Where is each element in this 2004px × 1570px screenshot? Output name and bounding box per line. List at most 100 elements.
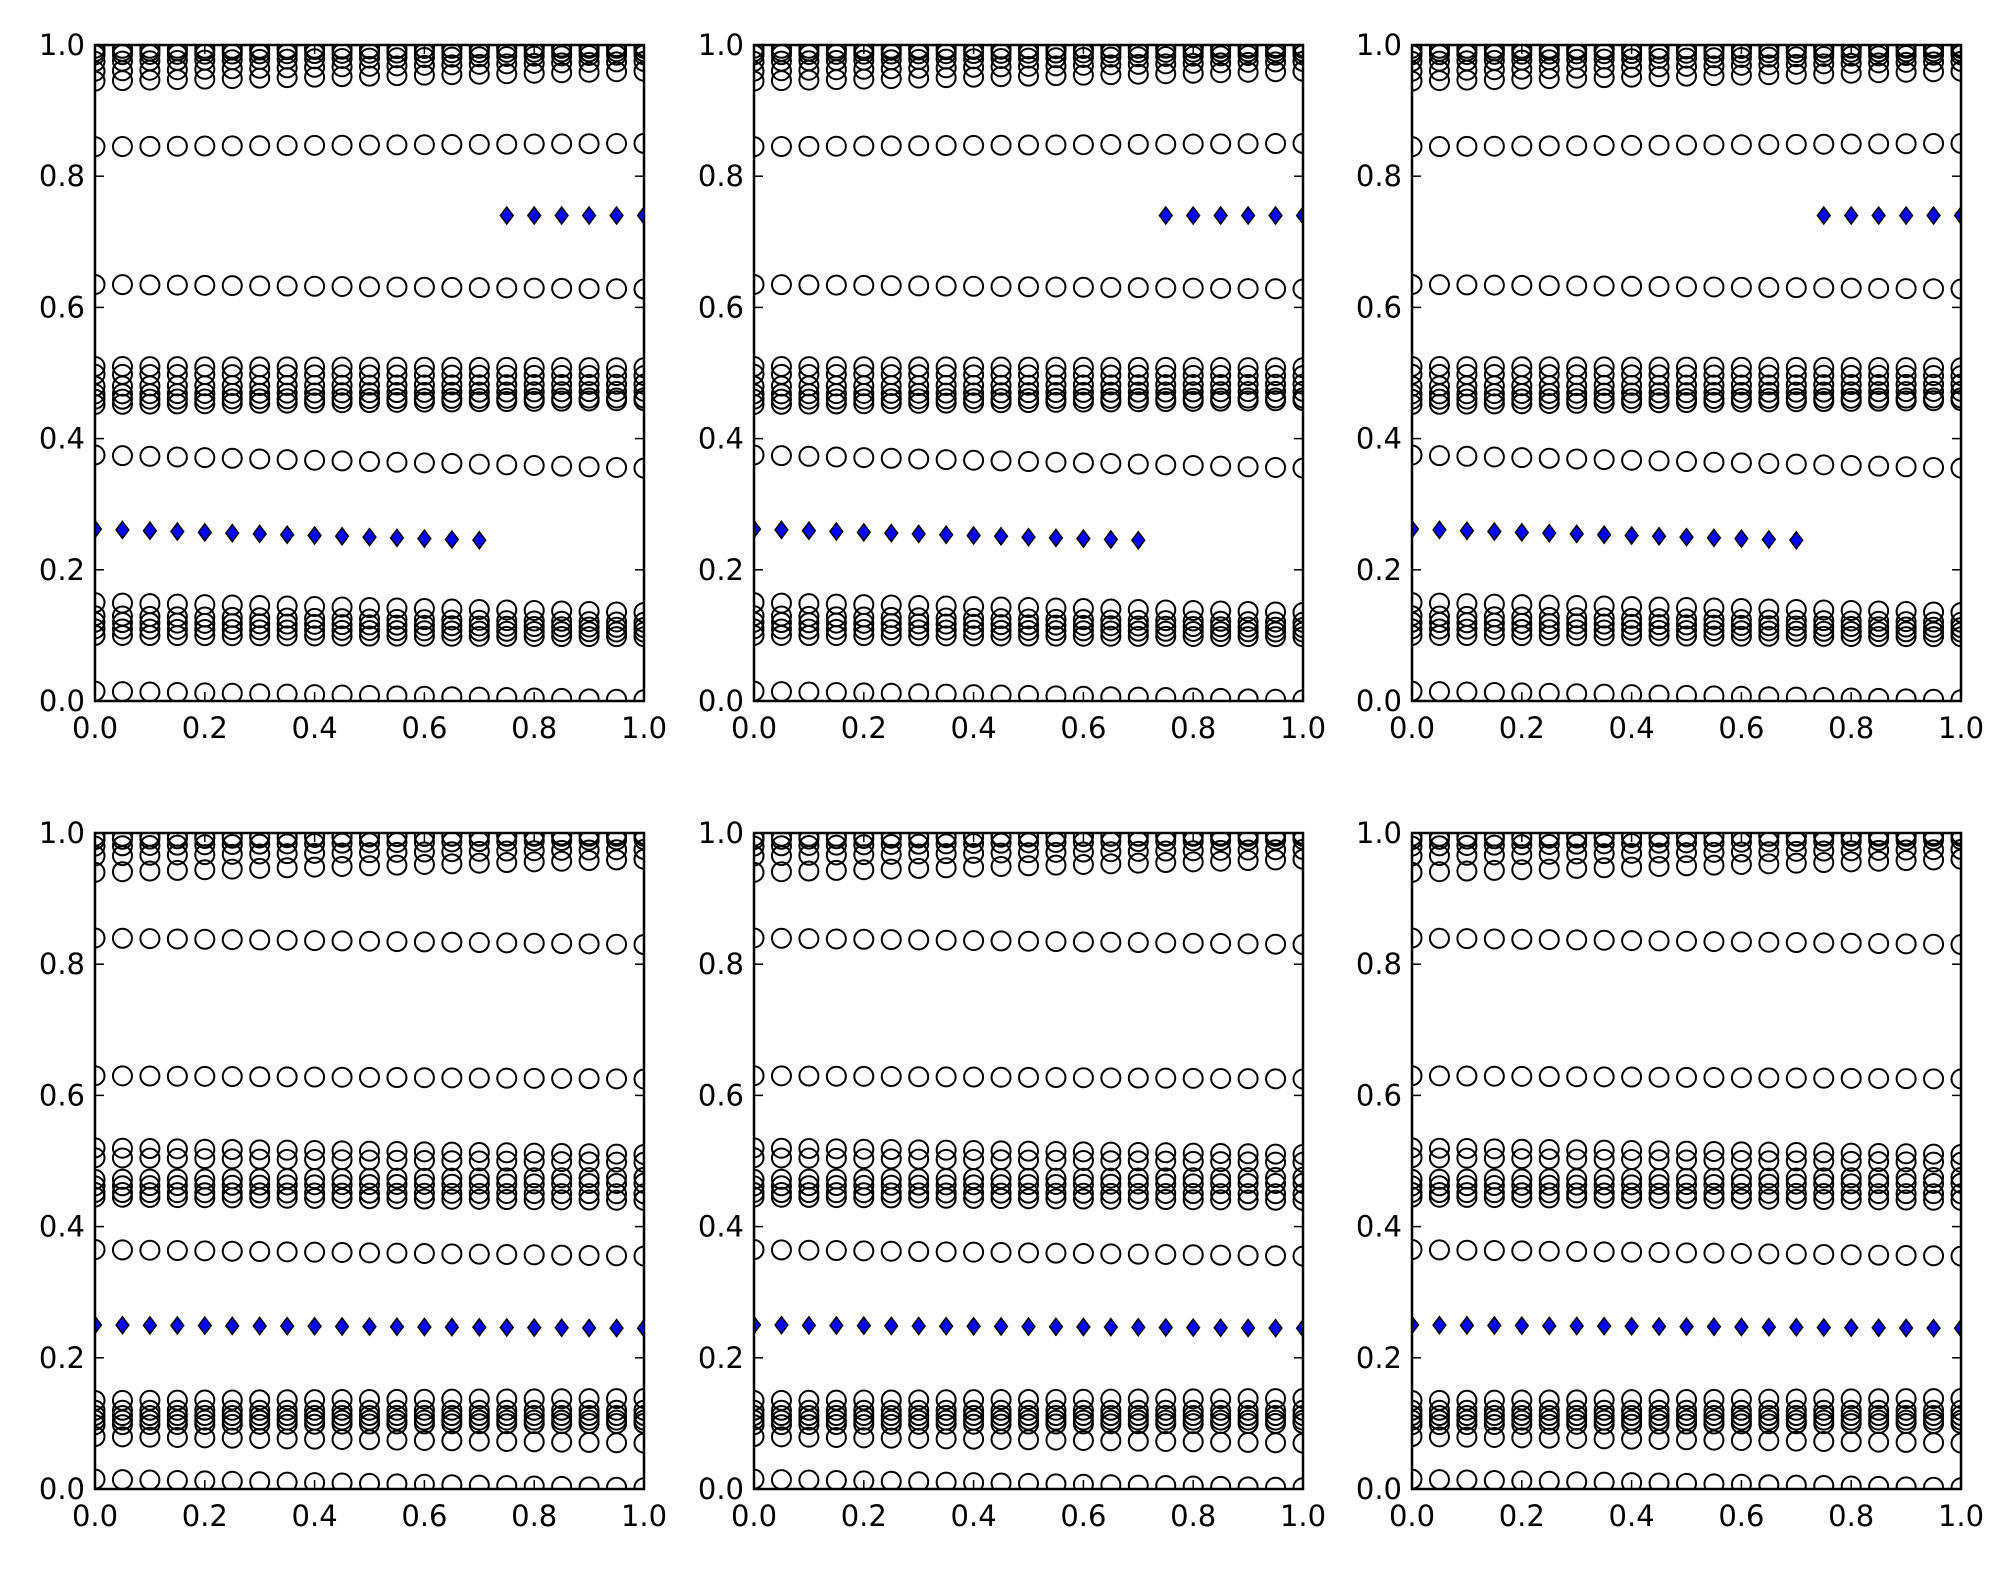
circle-point <box>1155 1388 1177 1410</box>
diamond-point <box>801 1315 817 1336</box>
circle-point <box>359 382 380 404</box>
circle-point <box>1840 1067 1862 1089</box>
circle-point <box>1045 382 1067 404</box>
circle-point <box>935 929 957 951</box>
circle-point <box>523 615 545 637</box>
circle-point <box>1045 620 1067 642</box>
circle-point <box>1566 683 1588 701</box>
axes-frame <box>93 43 646 703</box>
circle-point <box>1840 356 1862 378</box>
circle-point <box>1868 839 1890 861</box>
circle-point <box>1182 277 1204 299</box>
circle-point <box>359 1242 380 1264</box>
circle-point <box>1072 276 1094 298</box>
circle-point <box>1730 1173 1752 1195</box>
circle-point <box>754 835 765 857</box>
circle-point <box>754 363 765 385</box>
circle-point <box>633 45 644 66</box>
circle-point <box>496 381 518 403</box>
circle-point <box>1100 1150 1122 1172</box>
circle-point <box>1456 834 1478 856</box>
circle-point <box>1593 1174 1615 1196</box>
circle-point <box>523 1388 545 1410</box>
circle-point <box>276 613 298 635</box>
circle-point <box>1950 60 1961 82</box>
circle-point <box>386 1429 408 1451</box>
circle-point <box>1237 833 1259 851</box>
x-tick-label: 1.0 <box>621 711 667 745</box>
circle-point <box>935 683 957 701</box>
circle-point <box>249 1399 271 1421</box>
circle-point <box>1100 598 1122 620</box>
circle-point <box>1127 1067 1149 1089</box>
circle-point <box>1127 277 1149 299</box>
circle-point <box>853 625 875 647</box>
circle-point <box>413 1388 435 1410</box>
circle-point <box>1785 391 1807 413</box>
circle-point <box>221 1427 243 1449</box>
circle-point <box>1730 833 1752 847</box>
circle-point <box>1428 1426 1450 1448</box>
circle-point <box>1428 1175 1450 1197</box>
circle-point <box>880 1413 902 1435</box>
circle-point <box>963 833 985 848</box>
circle-point <box>908 1139 930 1161</box>
circle-point <box>496 852 518 874</box>
x-tick-label: 0.2 <box>1499 711 1545 745</box>
circle-point <box>1100 615 1122 637</box>
circle-point <box>1237 1167 1259 1189</box>
circle-point <box>1758 1413 1780 1435</box>
circle-point <box>359 855 380 877</box>
circle-point <box>1840 381 1862 403</box>
circle-point <box>1758 356 1780 378</box>
circle-point <box>1182 133 1204 155</box>
circle-point <box>413 134 435 156</box>
circle-point <box>1676 1399 1697 1421</box>
circle-point <box>963 134 985 156</box>
circle-point <box>1018 625 1039 647</box>
circle-point <box>111 383 133 405</box>
x-tick-label: 0.6 <box>1060 711 1106 745</box>
diamond-point <box>1213 205 1228 226</box>
circle-point <box>798 625 820 647</box>
circle-point <box>754 1065 765 1087</box>
circle-point <box>1237 600 1259 622</box>
circle-point <box>1730 609 1752 631</box>
circle-point <box>1018 1167 1039 1189</box>
x-tick-label: 0.0 <box>72 1499 118 1533</box>
circle-point <box>1621 382 1643 404</box>
diamond-point <box>1240 1318 1256 1338</box>
circle-point <box>1412 50 1423 72</box>
circle-point <box>1127 1430 1149 1452</box>
circle-point <box>1785 133 1807 155</box>
circle-point <box>1730 1167 1752 1189</box>
circle-point <box>1566 619 1588 641</box>
circle-point <box>551 600 573 622</box>
circle-point <box>754 1389 765 1411</box>
circle-point <box>1127 1167 1149 1189</box>
circle-point <box>523 1142 545 1164</box>
circle-point <box>754 393 765 415</box>
subplot-2: 0.0 0.2 0.4 0.6 0.8 1.00.00.20.40.60.81.0 <box>698 28 1326 745</box>
circle-point <box>194 135 216 157</box>
circle-point <box>1923 381 1945 402</box>
circle-point <box>1868 933 1890 955</box>
circle-point <box>935 1182 957 1204</box>
circle-point <box>1813 1475 1835 1489</box>
circle-point <box>1412 845 1423 867</box>
circle-point <box>1593 1187 1615 1209</box>
circle-point <box>1100 374 1122 396</box>
circle-point <box>1456 1182 1478 1204</box>
circle-point <box>1210 1431 1232 1453</box>
circle-point <box>331 596 353 618</box>
circle-point <box>770 1405 792 1427</box>
circle-point <box>139 59 161 81</box>
circle-point <box>770 845 792 867</box>
circle-point <box>990 1242 1012 1264</box>
circle-point <box>111 1182 133 1204</box>
circle-point <box>825 1469 847 1489</box>
circle-point <box>413 833 435 853</box>
diamond-point <box>307 525 322 546</box>
circle-point <box>633 617 644 639</box>
circle-point <box>770 861 792 883</box>
